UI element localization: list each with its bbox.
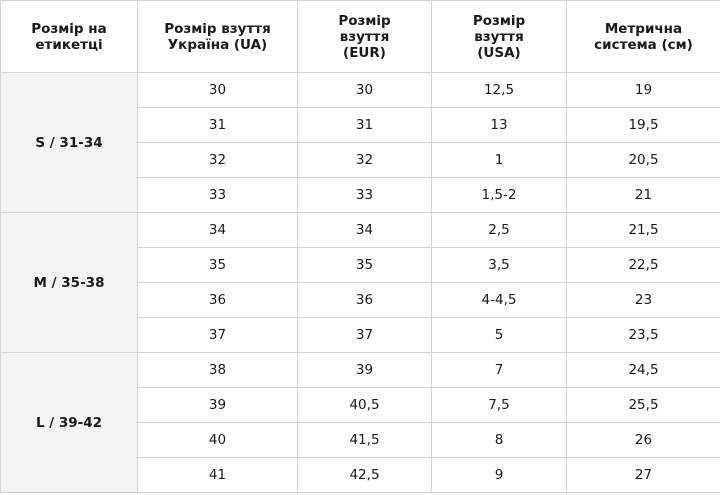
eur-size-cell: 42,5 [297, 457, 432, 493]
table-row: M / 35-38 34 34 2,5 21,5 [0, 212, 720, 353]
header-label-size: Розмір на етикетці [0, 0, 138, 73]
usa-size-cell: 12,5 [431, 72, 567, 108]
table-row: S / 31-34 30 30 12,5 19 [0, 72, 720, 213]
header-row: Розмір на етикетці Розмір взуття Україна (… [0, 0, 720, 73]
table-row: 32 32 1 20,5 [1, 142, 720, 178]
ua-size-cell: 32 [137, 142, 298, 178]
ua-size-cell: 31 [137, 107, 298, 143]
eur-size-cell: 34 [297, 212, 432, 248]
eur-size-cell: 40,5 [297, 387, 432, 423]
usa-size-cell: 3,5 [431, 247, 567, 283]
header-ua-size: Розмір взуття Україна (UA) [137, 0, 298, 73]
table-row: 36 36 4-4,5 23 [1, 282, 720, 318]
metric-size-cell: 21,5 [566, 212, 720, 248]
ua-size-cell: 34 [137, 212, 298, 248]
metric-size-cell: 21 [566, 177, 720, 213]
ua-size-cell: 30 [137, 72, 298, 108]
eur-size-cell: 37 [297, 317, 432, 353]
eur-size-cell: 39 [297, 352, 432, 388]
metric-size-cell: 24,5 [566, 352, 720, 388]
metric-size-cell: 26 [566, 422, 720, 458]
table-row: L / 39-42 38 39 7 24,5 [0, 352, 720, 493]
ua-size-cell: 41 [137, 457, 298, 493]
usa-size-cell: 8 [431, 422, 567, 458]
eur-size-cell: 30 [297, 72, 432, 108]
table-row: 41 42,5 9 27 [1, 457, 720, 493]
size-group-label: L / 39-42 [0, 352, 138, 493]
ua-size-cell: 37 [137, 317, 298, 353]
metric-size-cell: 19 [566, 72, 720, 108]
metric-size-cell: 22,5 [566, 247, 720, 283]
usa-size-cell: 2,5 [431, 212, 567, 248]
header-usa-size: Розмір взуття (USA) [431, 0, 567, 73]
ua-size-cell: 40 [137, 422, 298, 458]
eur-size-cell: 35 [297, 247, 432, 283]
table-row: 40 41,5 8 26 [1, 422, 720, 458]
eur-size-cell: 36 [297, 282, 432, 318]
metric-size-cell: 27 [566, 457, 720, 493]
eur-size-cell: 41,5 [297, 422, 432, 458]
metric-size-cell: 25,5 [566, 387, 720, 423]
table-row: 31 31 13 19,5 [1, 107, 720, 143]
eur-size-cell: 33 [297, 177, 432, 213]
ua-size-cell: 35 [137, 247, 298, 283]
header-metric-size: Метрична система (см) [566, 0, 720, 73]
eur-size-cell: 31 [297, 107, 432, 143]
usa-size-cell: 5 [431, 317, 567, 353]
size-group-label: S / 31-34 [0, 72, 138, 213]
ua-size-cell: 38 [137, 352, 298, 388]
usa-size-cell: 1,5-2 [431, 177, 567, 213]
table-row: 33 33 1,5-2 21 [1, 177, 720, 213]
eur-size-cell: 32 [297, 142, 432, 178]
header-eur-size: Розмір взуття (EUR) [297, 0, 432, 73]
usa-size-cell: 7 [431, 352, 567, 388]
metric-size-cell: 20,5 [566, 142, 720, 178]
usa-size-cell: 1 [431, 142, 567, 178]
ua-size-cell: 36 [137, 282, 298, 318]
metric-size-cell: 23,5 [566, 317, 720, 353]
ua-size-cell: 39 [137, 387, 298, 423]
table-header: Розмір на етикетці Розмір взуття Україна (… [0, 0, 720, 73]
usa-size-cell: 4-4,5 [431, 282, 567, 318]
usa-size-cell: 13 [431, 107, 567, 143]
metric-size-cell: 19,5 [566, 107, 720, 143]
metric-size-cell: 23 [566, 282, 720, 318]
size-group-label: M / 35-38 [0, 212, 138, 353]
usa-size-cell: 9 [431, 457, 567, 493]
table-body: S / 31-34 30 30 12,5 19 31 31 13 19,5 32 32 1 20,5 33… [0, 72, 720, 493]
usa-size-cell: 7,5 [431, 387, 567, 423]
ua-size-cell: 33 [137, 177, 298, 213]
